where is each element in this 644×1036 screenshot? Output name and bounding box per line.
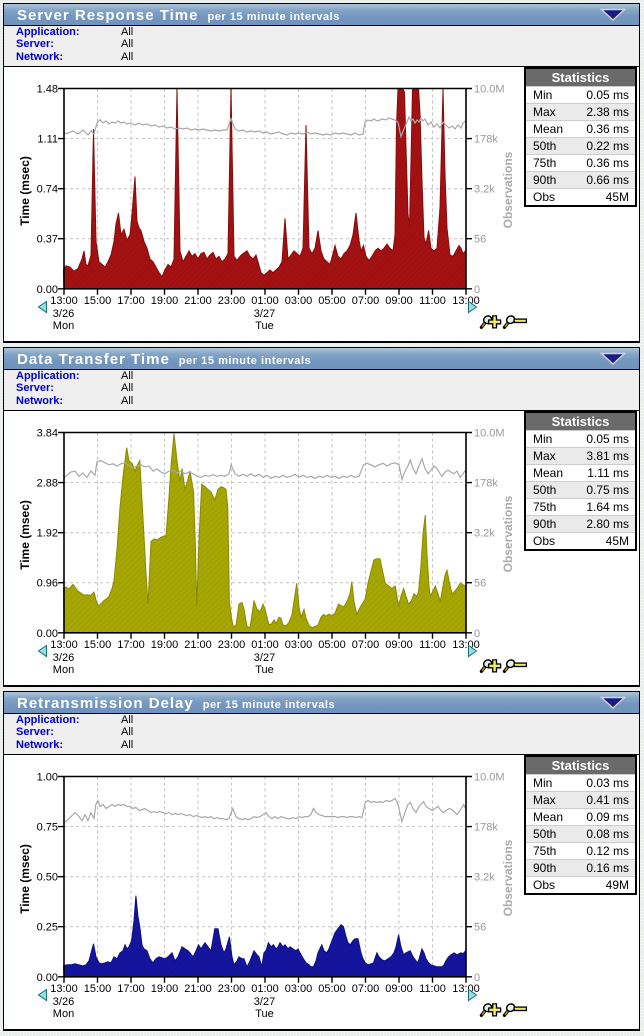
svg-text:01:00: 01:00	[251, 295, 279, 307]
svg-text:05:00: 05:00	[318, 295, 346, 307]
svg-text:07:00: 07:00	[352, 295, 380, 307]
svg-text:15:00: 15:00	[84, 295, 112, 307]
svg-text:15:00: 15:00	[84, 983, 112, 995]
svg-text:0.00: 0.00	[37, 628, 58, 640]
svg-text:3/27: 3/27	[254, 652, 275, 664]
svg-text:1.92: 1.92	[37, 528, 58, 540]
svg-text:10.0M: 10.0M	[474, 428, 505, 440]
svg-text:178k: 178k	[474, 822, 498, 834]
svg-text:Observations: Observations	[501, 839, 515, 916]
svg-text:0: 0	[474, 972, 480, 984]
svg-text:Tue: Tue	[255, 320, 274, 332]
svg-text:56: 56	[474, 922, 486, 934]
svg-text:11:00: 11:00	[419, 983, 446, 995]
svg-text:0.25: 0.25	[37, 922, 58, 934]
svg-text:3/26: 3/26	[53, 652, 74, 664]
svg-text:01:00: 01:00	[251, 983, 279, 995]
svg-text:Observations: Observations	[501, 495, 515, 572]
svg-text:03:00: 03:00	[285, 295, 313, 307]
svg-text:178k: 178k	[474, 134, 498, 146]
svg-text:3.84: 3.84	[37, 428, 58, 440]
svg-text:11:00: 11:00	[419, 639, 446, 651]
svg-text:13:00: 13:00	[50, 639, 78, 651]
svg-text:03:00: 03:00	[285, 639, 313, 651]
svg-text:0.96: 0.96	[37, 578, 58, 590]
svg-text:0.37: 0.37	[37, 234, 58, 246]
svg-text:17:00: 17:00	[117, 639, 145, 651]
svg-text:Time (msec): Time (msec)	[18, 844, 32, 914]
svg-text:09:00: 09:00	[385, 295, 413, 307]
svg-text:3.2k: 3.2k	[474, 184, 495, 196]
svg-text:0: 0	[474, 284, 480, 296]
svg-text:0.00: 0.00	[37, 972, 58, 984]
svg-text:56: 56	[474, 234, 486, 246]
svg-text:Mon: Mon	[53, 1008, 74, 1020]
svg-text:09:00: 09:00	[385, 983, 413, 995]
svg-text:21:00: 21:00	[184, 639, 212, 651]
svg-text:1.00: 1.00	[37, 772, 58, 784]
svg-text:0.00: 0.00	[37, 284, 58, 296]
svg-text:19:00: 19:00	[151, 639, 179, 651]
svg-text:13:00: 13:00	[50, 295, 78, 307]
svg-text:13:00: 13:00	[50, 983, 78, 995]
svg-text:21:00: 21:00	[184, 295, 212, 307]
svg-text:13:00: 13:00	[452, 639, 480, 651]
svg-text:23:00: 23:00	[218, 295, 246, 307]
svg-text:Tue: Tue	[255, 1008, 274, 1020]
svg-text:3/27: 3/27	[254, 996, 275, 1008]
svg-text:178k: 178k	[474, 478, 498, 490]
svg-text:Time (msec): Time (msec)	[18, 156, 32, 226]
svg-text:01:00: 01:00	[251, 639, 279, 651]
svg-text:23:00: 23:00	[218, 983, 246, 995]
svg-text:10.0M: 10.0M	[474, 772, 505, 784]
svg-text:13:00: 13:00	[452, 295, 480, 307]
svg-text:1.11: 1.11	[37, 134, 58, 146]
svg-text:Tue: Tue	[255, 664, 274, 676]
svg-text:3/26: 3/26	[53, 996, 74, 1008]
svg-text:Observations: Observations	[501, 151, 515, 228]
svg-text:05:00: 05:00	[318, 639, 346, 651]
svg-text:3/27: 3/27	[254, 308, 275, 320]
svg-text:23:00: 23:00	[218, 639, 246, 651]
svg-text:05:00: 05:00	[318, 983, 346, 995]
svg-text:0.50: 0.50	[37, 872, 58, 884]
svg-text:03:00: 03:00	[285, 983, 313, 995]
svg-text:10.0M: 10.0M	[474, 84, 505, 96]
svg-text:0.74: 0.74	[37, 184, 58, 196]
svg-text:56: 56	[474, 578, 486, 590]
svg-text:Mon: Mon	[53, 664, 74, 676]
svg-text:Mon: Mon	[53, 320, 74, 332]
svg-text:19:00: 19:00	[151, 295, 179, 307]
svg-text:07:00: 07:00	[352, 983, 380, 995]
svg-text:17:00: 17:00	[117, 295, 145, 307]
svg-text:15:00: 15:00	[84, 639, 112, 651]
svg-text:Time (msec): Time (msec)	[18, 500, 32, 570]
svg-text:1.48: 1.48	[37, 84, 58, 96]
svg-text:3.2k: 3.2k	[474, 872, 495, 884]
svg-text:07:00: 07:00	[352, 639, 380, 651]
svg-text:0.75: 0.75	[37, 822, 58, 834]
svg-text:11:00: 11:00	[419, 295, 446, 307]
svg-text:09:00: 09:00	[385, 639, 413, 651]
svg-text:17:00: 17:00	[117, 983, 145, 995]
svg-text:0: 0	[474, 628, 480, 640]
svg-text:21:00: 21:00	[184, 983, 212, 995]
svg-text:19:00: 19:00	[151, 983, 179, 995]
svg-text:3/26: 3/26	[53, 308, 74, 320]
svg-text:3.2k: 3.2k	[474, 528, 495, 540]
svg-text:13:00: 13:00	[452, 983, 480, 995]
svg-text:2.88: 2.88	[37, 478, 58, 490]
